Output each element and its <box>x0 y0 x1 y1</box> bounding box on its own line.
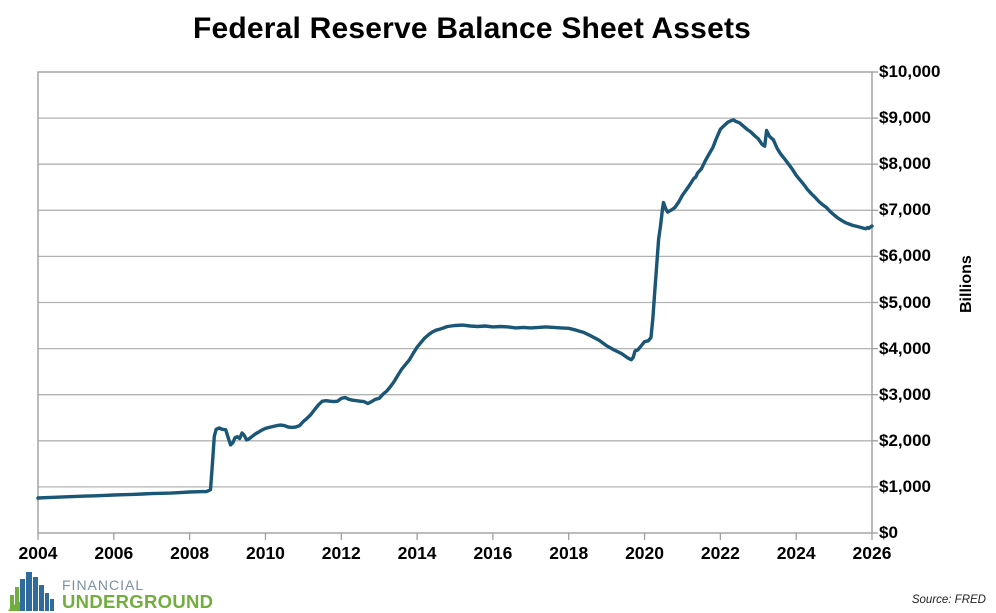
x-tick-label: 2008 <box>170 543 210 563</box>
skyline-logo-icon <box>8 572 54 611</box>
y-tick-label: $7,000 <box>879 200 931 220</box>
x-tick-label: 2004 <box>18 543 58 563</box>
plot-border <box>37 71 873 534</box>
y-tick-label: $3,000 <box>879 384 931 404</box>
data-line-fed-assets <box>36 118 874 500</box>
y-tick-label: $10,000 <box>879 62 941 81</box>
x-tick-label: 2018 <box>549 543 589 563</box>
y-tick-label: $2,000 <box>879 430 931 450</box>
y-tick-label: $8,000 <box>879 154 931 174</box>
x-tick-label: 2024 <box>776 543 816 563</box>
y-tick-label: $6,000 <box>879 246 931 266</box>
logo-text: FINANCIAL UNDERGROUND <box>62 578 213 612</box>
y-tick-label: $5,000 <box>879 292 931 312</box>
y-tick-label: $0 <box>879 523 898 542</box>
x-tick-label: 2022 <box>700 543 740 563</box>
x-tick-label: 2014 <box>397 543 437 563</box>
logo-text-financial: FINANCIAL <box>62 576 145 593</box>
x-tick-label: 2016 <box>473 543 513 563</box>
x-tick-label: 2010 <box>245 543 285 563</box>
x-tick-label: 2006 <box>94 543 134 563</box>
y-tick-label: $1,000 <box>879 476 931 496</box>
x-tick-label: 2020 <box>625 543 664 563</box>
source-attribution: Source: FRED <box>911 594 986 606</box>
y-tick-label: $4,000 <box>879 338 931 358</box>
chart-title: Federal Reserve Balance Sheet Assets <box>192 12 752 45</box>
x-tick-label: 2026 <box>852 543 892 563</box>
financial-underground-logo: FINANCIAL UNDERGROUND <box>8 569 213 611</box>
y-tick-label: $9,000 <box>879 108 931 128</box>
logo-text-underground: UNDERGROUND <box>62 590 214 612</box>
y-axis-title: Billions <box>958 255 975 313</box>
x-tick-label: 2012 <box>321 543 361 563</box>
